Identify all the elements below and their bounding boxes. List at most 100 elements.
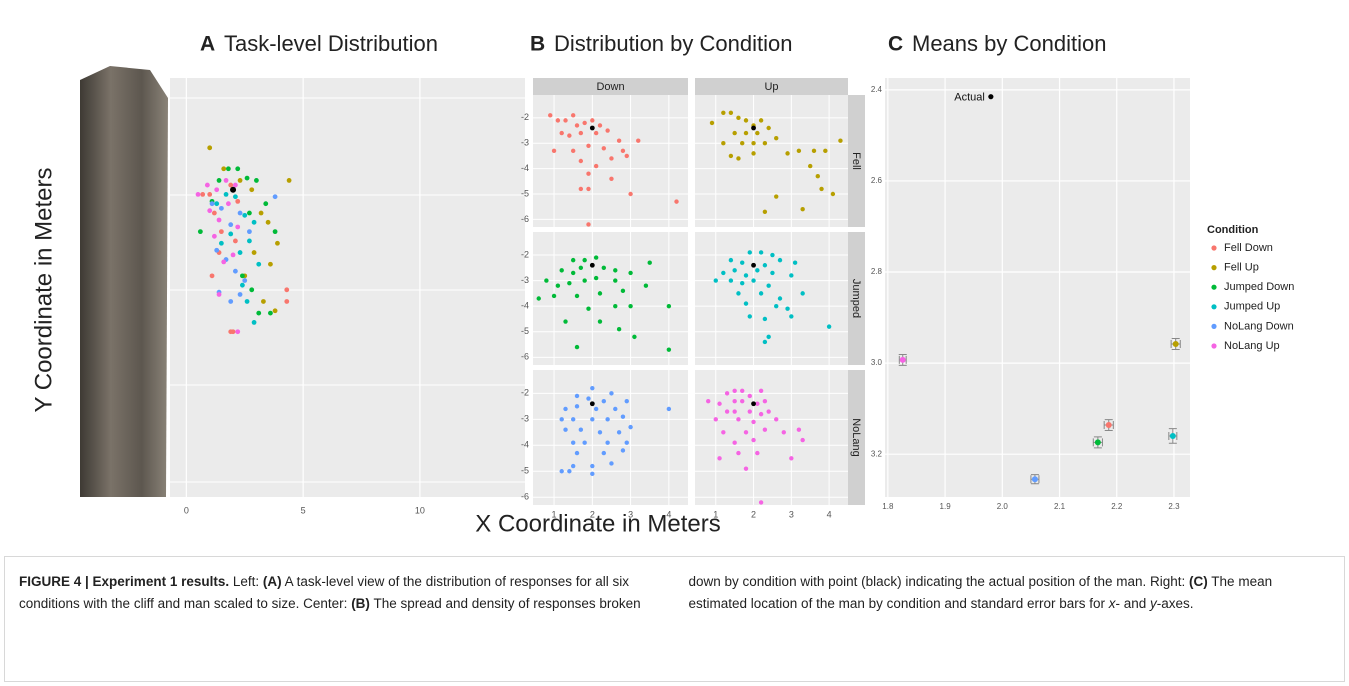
point (559, 469, 564, 474)
y-tick-label: -6 (521, 492, 529, 502)
x-tick-label: 2.0 (997, 502, 1009, 511)
point (613, 406, 618, 412)
legend-marker (1211, 245, 1217, 251)
point (225, 201, 231, 207)
mean-point (1169, 432, 1176, 439)
x-tick-label: 3 (789, 509, 794, 519)
point (242, 212, 248, 218)
point (736, 115, 741, 121)
point (214, 247, 220, 253)
point (785, 151, 790, 156)
point (766, 409, 771, 414)
point (762, 398, 768, 404)
point (286, 178, 292, 183)
point (743, 466, 749, 471)
point (751, 278, 756, 283)
actual-point (751, 401, 756, 407)
point (574, 450, 580, 456)
x-tick-label: 1.9 (940, 502, 952, 511)
caption-text: - and (1115, 596, 1151, 611)
point (570, 440, 576, 445)
point (728, 278, 734, 283)
y-tick-label: -4 (521, 163, 529, 173)
point (777, 257, 783, 263)
point (628, 191, 633, 197)
point (758, 118, 764, 123)
point (624, 398, 629, 404)
point (758, 250, 764, 255)
y-axis-label: Y Coordinate in Meters (30, 167, 57, 412)
y-tick-label: -6 (521, 352, 529, 362)
point (574, 393, 580, 399)
point (755, 130, 760, 136)
panel-title: Means by Condition (912, 31, 1106, 56)
point (263, 201, 269, 207)
point (218, 240, 224, 246)
point (207, 191, 213, 197)
x-tick-label: 4 (666, 509, 671, 519)
caption-text: The spread and density of responses brok… (369, 574, 1190, 611)
legend-label: Jumped Down (1224, 281, 1294, 293)
point (216, 217, 222, 223)
point (728, 110, 734, 115)
y-tick-label: 3.2 (871, 449, 883, 458)
point (721, 270, 726, 276)
point (214, 187, 220, 193)
actual-point (589, 125, 595, 131)
point (211, 233, 217, 239)
point (548, 113, 553, 118)
x-tick-label: 3 (628, 509, 633, 519)
point (717, 401, 722, 406)
caption-text: y (1150, 596, 1157, 611)
point (601, 265, 607, 271)
point (751, 419, 756, 425)
point (590, 463, 595, 469)
point (225, 166, 231, 172)
point (578, 186, 584, 192)
y-tick-label: 2.6 (871, 176, 883, 185)
point (570, 417, 576, 422)
point (674, 199, 679, 204)
y-tick-label: -5 (521, 188, 529, 198)
point (536, 296, 541, 301)
point (736, 291, 741, 296)
point (244, 299, 250, 304)
point (597, 123, 603, 128)
strip (848, 95, 865, 227)
point (724, 409, 730, 414)
plot-background (533, 370, 688, 505)
point (574, 344, 580, 350)
point (551, 148, 557, 154)
point (632, 334, 637, 340)
point (567, 133, 572, 138)
point (766, 283, 771, 288)
y-tick-label: -2 (521, 388, 529, 398)
point (597, 319, 603, 324)
point (251, 320, 257, 325)
point (758, 291, 764, 296)
point (766, 334, 771, 340)
point (796, 427, 802, 432)
point (736, 450, 741, 456)
legend-marker (1211, 284, 1217, 290)
point (740, 388, 745, 393)
point (593, 163, 599, 169)
actual-point (751, 262, 756, 268)
point (590, 385, 595, 391)
point (197, 229, 203, 235)
caption-text: Left: (229, 574, 263, 589)
point (235, 329, 241, 335)
point (609, 156, 614, 161)
point (586, 396, 591, 401)
point (586, 222, 591, 227)
strip (848, 370, 865, 505)
point (766, 125, 771, 131)
legend-marker (1211, 343, 1217, 349)
point (232, 194, 238, 200)
point (628, 424, 633, 430)
point (578, 130, 584, 136)
actual-point (589, 401, 595, 407)
point (216, 178, 222, 183)
point (275, 240, 280, 246)
point (789, 314, 794, 319)
